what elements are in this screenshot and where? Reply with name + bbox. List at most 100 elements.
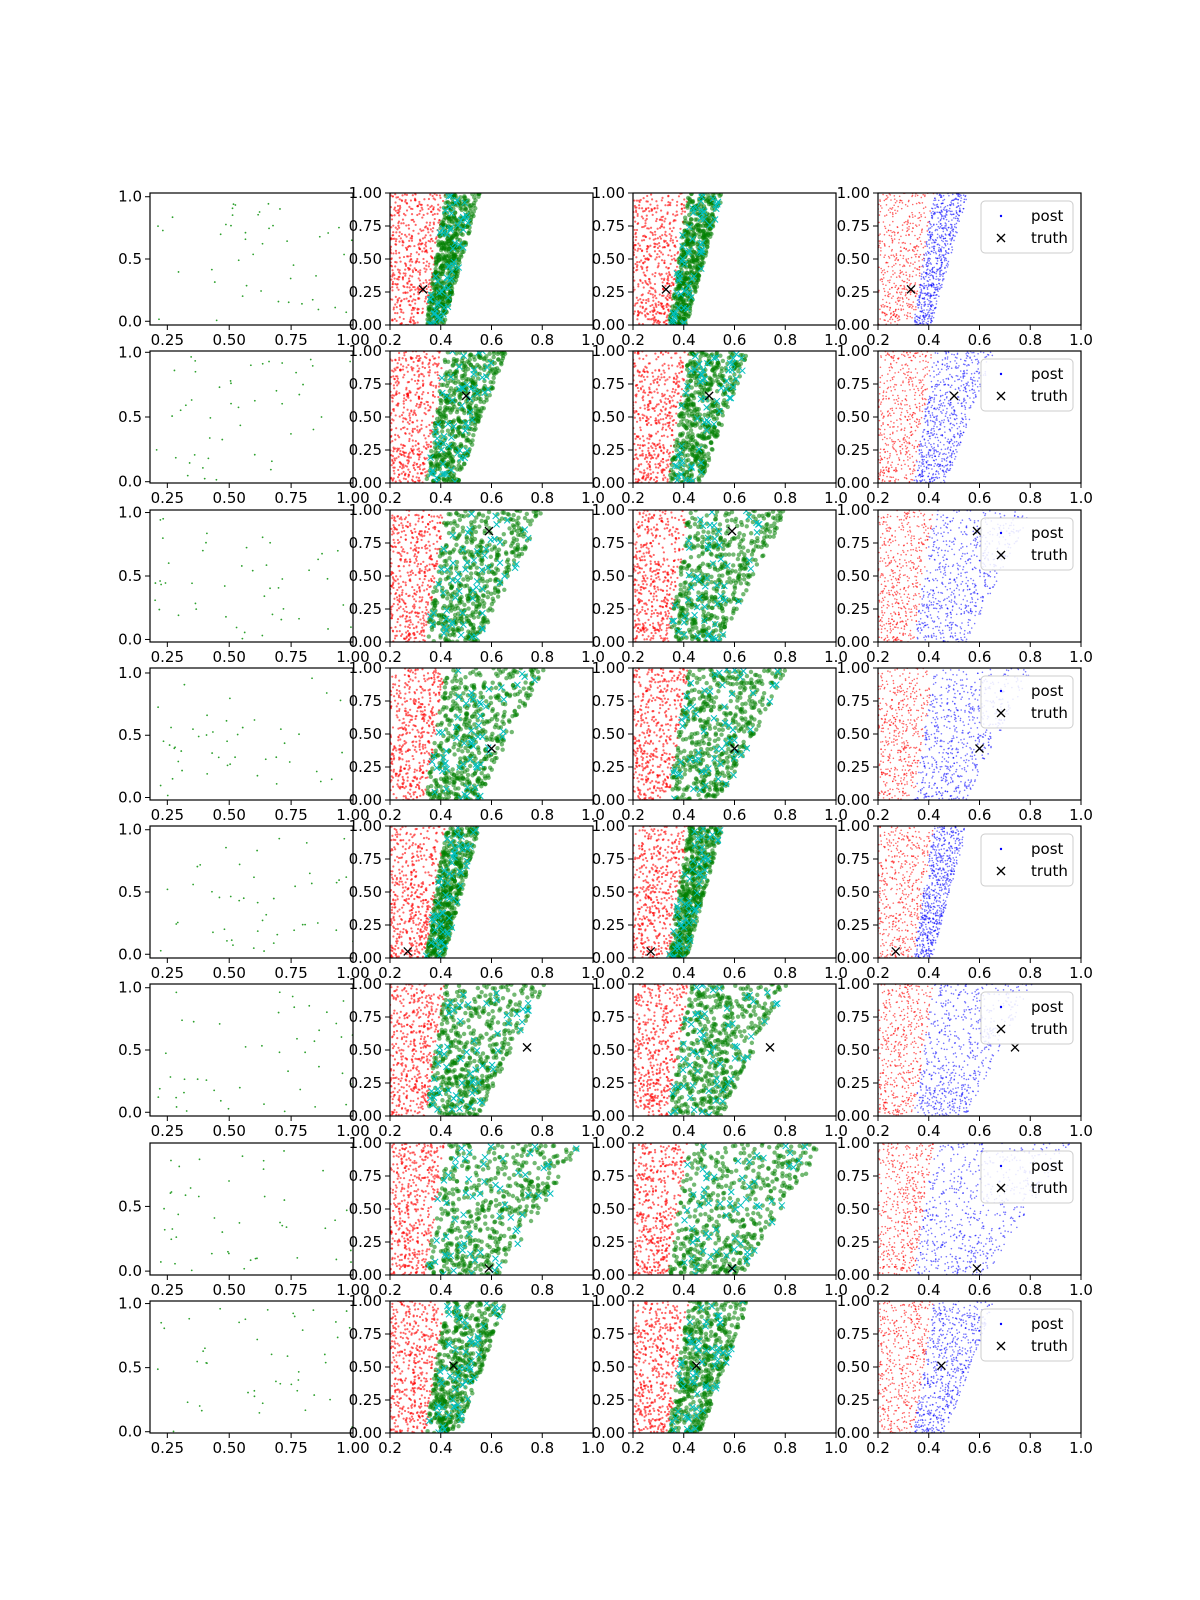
post-point [939, 271, 941, 274]
post-point [936, 243, 939, 246]
reference-point [428, 374, 431, 377]
reference-point [654, 421, 657, 424]
sample-cross [447, 466, 455, 474]
post-point [957, 202, 959, 204]
reference-point [648, 465, 651, 468]
reference-point [395, 252, 398, 255]
reference-point [661, 219, 664, 222]
sample-point [474, 193, 479, 196]
sample-cross [458, 384, 466, 392]
post-point [935, 223, 938, 226]
sample-cross [447, 373, 455, 381]
reference-point [907, 257, 910, 260]
reference-point [400, 232, 403, 236]
reference-point [411, 439, 414, 442]
post-point [918, 316, 920, 319]
reference-point [642, 391, 645, 394]
reference-point [654, 233, 657, 236]
prior-point [292, 264, 295, 266]
reference-point [398, 240, 401, 243]
reference-point [913, 308, 915, 311]
reference-point [649, 282, 652, 285]
sample-point [465, 359, 470, 364]
reference-point [642, 286, 645, 289]
reference-point [682, 204, 686, 207]
reference-point [633, 288, 636, 291]
sample-cross [451, 239, 459, 247]
reference-point [901, 271, 904, 273]
reference-point [652, 296, 655, 299]
sample-cross [680, 304, 688, 312]
sample-cross [676, 270, 684, 278]
sample-point [433, 266, 438, 272]
post-point [931, 284, 933, 287]
sample-cross [452, 199, 460, 207]
reference-point [642, 389, 646, 392]
reference-point [884, 254, 886, 256]
post-point [938, 244, 941, 247]
reference-point [424, 458, 427, 461]
sample-cross [434, 312, 442, 320]
reference-point [640, 239, 644, 242]
reference-point [421, 250, 424, 253]
reference-point [908, 216, 911, 218]
reference-point [900, 291, 903, 294]
reference-point [398, 214, 401, 217]
sample-point [487, 393, 492, 398]
reference-point [894, 286, 897, 289]
reference-point [897, 296, 900, 299]
post-point [919, 315, 922, 317]
post-point [925, 284, 928, 287]
reference-point [878, 266, 880, 269]
reference-point [663, 220, 666, 223]
reference-point [884, 319, 886, 322]
reference-point [879, 242, 881, 245]
reference-point [430, 256, 434, 259]
post-point [929, 239, 931, 241]
reference-point [638, 204, 641, 207]
post-point [935, 204, 937, 206]
sample-point [435, 408, 440, 413]
reference-point [638, 437, 642, 440]
post-point [926, 323, 929, 325]
reference-point [407, 452, 410, 456]
reference-point [896, 303, 899, 305]
reference-point [902, 308, 905, 311]
reference-point [672, 438, 676, 442]
reference-point [672, 226, 675, 229]
reference-point [660, 225, 663, 228]
sample-point [470, 375, 476, 380]
reference-point [906, 229, 909, 232]
reference-point [428, 262, 431, 265]
reference-point [425, 447, 428, 451]
sample-point [699, 256, 705, 261]
reference-point [638, 447, 641, 450]
reference-point [399, 237, 402, 240]
reference-point [639, 386, 642, 390]
post-point [955, 226, 957, 229]
reference-point [668, 451, 672, 454]
reference-point [417, 442, 420, 446]
sample-point [467, 225, 472, 230]
sample-point [440, 242, 446, 247]
reference-point [404, 198, 407, 202]
reference-point [670, 254, 673, 258]
reference-point [394, 226, 397, 229]
reference-point [638, 199, 641, 202]
reference-point [400, 310, 403, 314]
reference-point [884, 271, 886, 274]
reference-point [918, 216, 921, 219]
reference-point [676, 252, 679, 255]
sample-point [699, 204, 704, 209]
reference-point [668, 222, 671, 226]
post-point [922, 292, 924, 295]
reference-point [422, 261, 425, 265]
reference-point [635, 395, 638, 398]
reference-point [647, 447, 650, 450]
reference-point [902, 273, 905, 276]
post-point [922, 277, 925, 279]
sample-point [685, 235, 690, 241]
reference-point [666, 204, 670, 207]
prior-point [213, 281, 216, 283]
reference-point [666, 275, 670, 278]
